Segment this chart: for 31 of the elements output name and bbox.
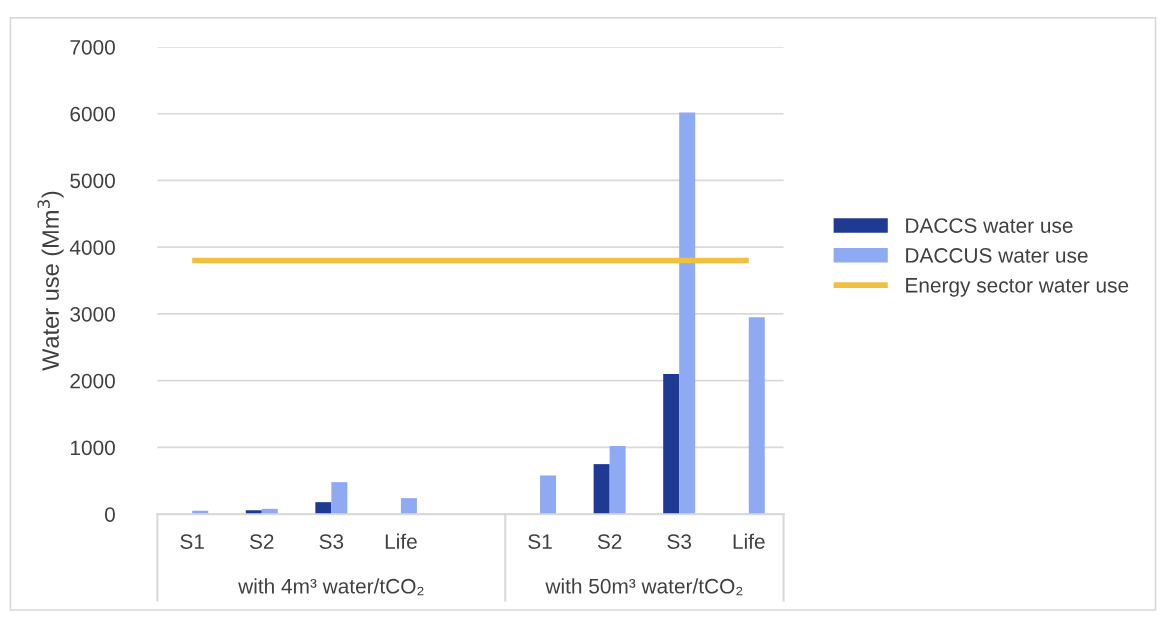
bar xyxy=(593,464,610,515)
bar xyxy=(663,374,680,515)
x-tick-label: S2 xyxy=(597,534,622,549)
y-tick-label: 6000 xyxy=(70,106,115,122)
legend-label: Energy sector water use xyxy=(906,278,1129,297)
x-tick-label: S3 xyxy=(667,534,692,549)
y-tick-label: 2000 xyxy=(70,373,115,389)
bar xyxy=(400,498,417,515)
legend-label: DACCS water use xyxy=(906,218,1073,233)
bar xyxy=(315,502,332,515)
bar xyxy=(609,446,626,515)
y-tick-label: 1000 xyxy=(70,440,115,456)
text: with 50m³ water/tCO₂ xyxy=(545,578,743,596)
legend-label: DACCUS water use xyxy=(906,248,1088,263)
text: with 4m³ water/tCO₂ xyxy=(238,578,424,596)
y-tick-label: 3000 xyxy=(70,306,115,322)
x-tick-label: Life xyxy=(733,533,765,549)
x-tick-label: S1 xyxy=(180,534,204,549)
x-tick-label: S1 xyxy=(528,534,552,549)
bar xyxy=(679,112,696,515)
y-tick-label: 0 xyxy=(104,507,115,522)
bar xyxy=(540,475,557,515)
y-tick-label: 4000 xyxy=(69,240,115,255)
y-tick-label: 7000 xyxy=(70,39,115,55)
x-tick-label: S3 xyxy=(319,534,344,549)
x-tick-label: S2 xyxy=(249,534,274,549)
y-tick-label: 5000 xyxy=(70,173,115,189)
bar xyxy=(331,482,348,515)
x-tick-label: Life xyxy=(385,533,417,549)
bar xyxy=(748,317,765,515)
y-axis-title: Water use (Mm$^{3}$) xyxy=(37,191,64,371)
